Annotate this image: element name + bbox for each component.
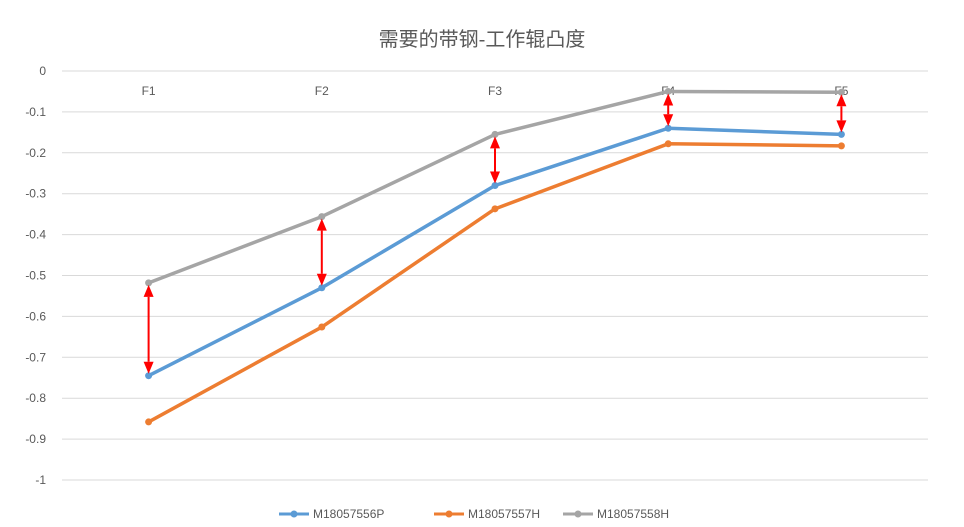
data-point bbox=[491, 205, 499, 213]
legend-label: M18057558H bbox=[597, 507, 669, 521]
y-tick-label: -0.5 bbox=[25, 269, 46, 283]
series-M18057557H bbox=[145, 140, 845, 426]
y-tick-label: -0.2 bbox=[25, 146, 46, 160]
annotation-arrow bbox=[490, 136, 500, 184]
annotation-arrow bbox=[316, 218, 327, 286]
legend-item-M18057558H: M18057558H bbox=[563, 507, 669, 521]
data-point bbox=[664, 140, 672, 148]
data-point bbox=[145, 372, 153, 380]
x-tick-label-f2: F2 bbox=[315, 84, 329, 98]
data-point bbox=[145, 418, 153, 426]
y-tick-label: -0.6 bbox=[25, 309, 46, 323]
x-axis-categories: F1F2F3F4F5 bbox=[142, 84, 849, 98]
data-point bbox=[318, 213, 326, 221]
data-point bbox=[491, 130, 499, 138]
y-tick-label: -0.3 bbox=[25, 187, 46, 201]
legend-item-M18057556P: M18057556P bbox=[279, 507, 384, 521]
data-point bbox=[491, 182, 499, 190]
y-tick-label: -0.1 bbox=[25, 105, 46, 119]
data-point bbox=[318, 323, 326, 331]
legend-item-M18057557H: M18057557H bbox=[434, 507, 540, 521]
annotation-arrow bbox=[143, 284, 154, 374]
y-tick-label: -0.4 bbox=[25, 228, 46, 242]
series-group bbox=[145, 87, 845, 426]
series-M18057558H bbox=[145, 87, 845, 287]
data-point bbox=[664, 87, 672, 95]
y-tick-label: -1 bbox=[35, 473, 46, 487]
data-point bbox=[837, 142, 845, 150]
data-point bbox=[837, 130, 845, 138]
chart-title: 需要的带钢-工作辊凸度 bbox=[379, 27, 586, 51]
annotation-arrow bbox=[663, 93, 674, 127]
data-point bbox=[664, 124, 672, 132]
legend-label: M18057557H bbox=[468, 507, 540, 521]
legend: M18057556P M18057557H M18057558H bbox=[279, 507, 669, 521]
legend-label: M18057556P bbox=[313, 507, 384, 521]
y-tick-label: -0.7 bbox=[25, 350, 46, 364]
data-point bbox=[837, 88, 845, 96]
y-tick-label: -0.8 bbox=[25, 391, 46, 405]
data-point bbox=[145, 279, 153, 287]
annotation-arrows bbox=[143, 93, 847, 374]
annotation-arrow bbox=[836, 94, 847, 133]
y-axis: 0 -0.1 -0.2 -0.3 -0.4 -0.5 -0.6 -0.7 -0.8 -0.9 -1 bbox=[25, 64, 46, 487]
gridlines bbox=[62, 70, 928, 481]
y-tick-label: -0.9 bbox=[25, 432, 46, 446]
series-M18057556P bbox=[145, 124, 845, 380]
x-tick-label-f3: F3 bbox=[488, 84, 502, 98]
x-tick-label-f1: F1 bbox=[142, 84, 156, 98]
data-point bbox=[318, 284, 326, 292]
y-tick-label: 0 bbox=[39, 64, 46, 78]
